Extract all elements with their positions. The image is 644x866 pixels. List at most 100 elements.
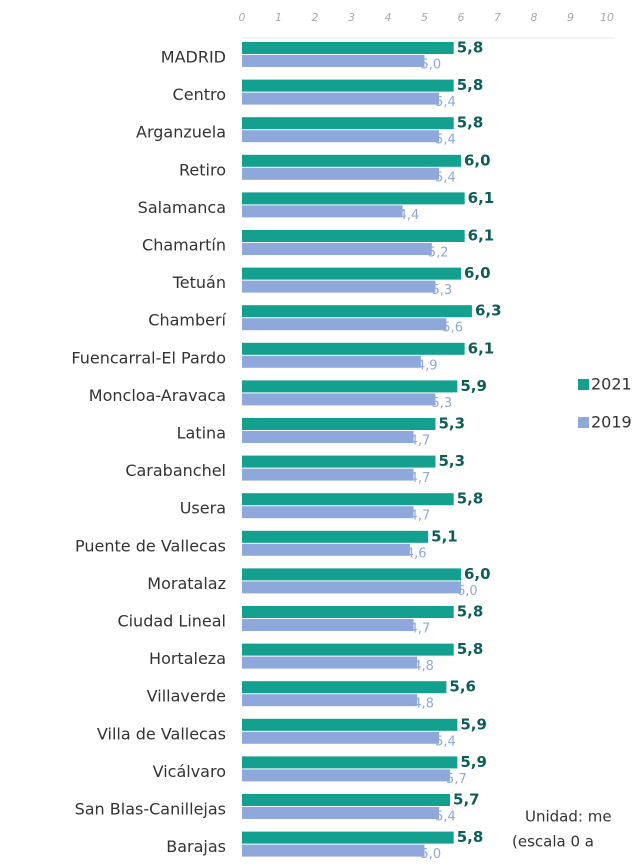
value-label: 5,4 [435, 170, 456, 185]
value-label: 6,0 [457, 584, 478, 599]
bar [242, 55, 425, 67]
category-label: Latina [177, 424, 226, 443]
value-label: 4,7 [410, 434, 431, 449]
bar [242, 267, 461, 280]
value-label: 4,6 [406, 546, 427, 561]
bar [242, 205, 403, 218]
x-tick-label: 2 [312, 11, 319, 24]
value-label: 5,6 [449, 678, 476, 696]
bar [242, 243, 432, 255]
bar [242, 794, 451, 806]
bar [242, 831, 454, 844]
value-label: 5,4 [435, 133, 456, 148]
bar [242, 493, 454, 506]
x-tick-label: 4 [385, 11, 392, 24]
bar [242, 305, 472, 318]
value-label: 5,9 [460, 377, 487, 395]
bar [242, 42, 454, 54]
x-tick-label: 10 [600, 11, 614, 24]
x-tick-label: 3 [348, 11, 355, 24]
category-label: Arganzuela [136, 123, 226, 142]
category-label: Vicálvaro [153, 762, 226, 781]
x-tick-label: 8 [531, 11, 538, 24]
bar [242, 342, 465, 355]
category-label: Chamberí [148, 311, 226, 330]
value-label: 4,8 [413, 697, 434, 712]
value-label: 6,0 [464, 264, 491, 282]
bar [242, 606, 454, 618]
category-label: Barajas [166, 837, 226, 856]
category-label: Carabanchel [125, 461, 226, 480]
category-label: Moncloa-Aravaca [89, 386, 226, 405]
value-label: 5,0 [421, 847, 442, 862]
bar [242, 530, 429, 543]
bar [242, 731, 440, 744]
value-label: 5,8 [457, 76, 484, 94]
annotation: (escala 0 a [512, 833, 594, 851]
value-label: 5,8 [457, 114, 484, 132]
bar [242, 455, 436, 468]
bar [242, 656, 418, 669]
value-label: 5,3 [431, 283, 452, 298]
value-label: 5,8 [457, 603, 484, 621]
bar [242, 844, 425, 857]
value-label: 6,1 [468, 189, 495, 207]
category-label: MADRID [161, 48, 226, 67]
legend-swatch [578, 417, 589, 428]
bar [242, 380, 458, 393]
bar [242, 718, 458, 731]
value-label: 6,1 [468, 227, 495, 245]
bar [242, 619, 414, 631]
value-label: 6,1 [468, 339, 495, 357]
bar [242, 506, 414, 519]
x-tick-label: 7 [494, 11, 501, 24]
category-label: Puente de Vallecas [75, 536, 226, 555]
x-tick-label: 1 [275, 11, 282, 24]
category-label: Ciudad Lineal [117, 612, 226, 631]
value-label: 6,3 [475, 302, 502, 320]
bar [242, 92, 440, 105]
value-label: 4,8 [413, 659, 434, 674]
bar [242, 393, 436, 406]
value-label: 5,0 [421, 58, 442, 73]
value-label: 4,7 [410, 509, 431, 524]
value-label: 5,9 [460, 753, 487, 771]
bar [242, 756, 458, 769]
bar [242, 117, 454, 130]
category-label: Salamanca [138, 198, 226, 217]
bar [242, 418, 436, 430]
value-label: 5,4 [435, 810, 456, 825]
category-label: Fuencarral-El Pardo [71, 348, 226, 367]
legend-swatch [578, 379, 589, 390]
bar [242, 581, 461, 594]
value-label: 5,8 [457, 39, 484, 57]
legend-label: 2019 [591, 413, 632, 432]
value-label: 5,2 [428, 246, 449, 261]
category-label: Hortaleza [149, 649, 226, 668]
bar [242, 543, 410, 556]
category-label: Usera [180, 499, 226, 518]
value-label: 5,4 [435, 95, 456, 110]
bar [242, 280, 436, 293]
x-tick-label: 9 [567, 11, 574, 24]
value-label: 5,4 [435, 734, 456, 749]
value-label: 5,3 [438, 452, 465, 470]
bar [242, 192, 465, 205]
bar [242, 318, 447, 331]
value-label: 5,7 [446, 772, 467, 787]
category-label: Villa de Vallecas [97, 724, 226, 743]
category-label: Tetuán [172, 273, 226, 292]
bar [242, 694, 418, 707]
value-label: 5,8 [457, 640, 484, 658]
category-label: Chamartín [142, 236, 226, 255]
bar [242, 681, 447, 694]
bar [242, 468, 414, 481]
bar [242, 355, 421, 368]
category-label: San Blas-Canillejas [75, 800, 226, 819]
bar [242, 154, 461, 167]
value-label: 5,1 [431, 527, 458, 545]
value-label: 6,0 [464, 151, 491, 169]
value-label: 5,3 [438, 415, 465, 433]
value-label: 4,9 [417, 358, 438, 373]
